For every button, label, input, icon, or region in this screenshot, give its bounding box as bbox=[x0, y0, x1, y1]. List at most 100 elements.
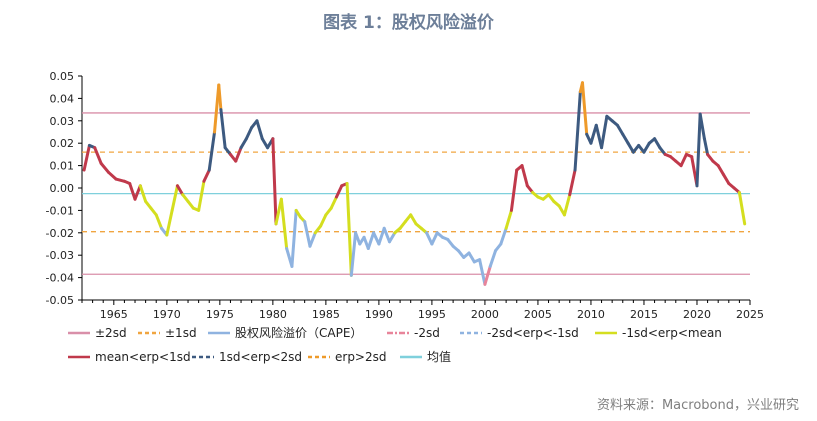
x-tick-label: 2015 bbox=[630, 308, 658, 321]
legend-label: ±2sd bbox=[95, 326, 127, 340]
segment-1sd-2sd bbox=[695, 112, 702, 188]
segment-m2sd-m1sd bbox=[478, 258, 487, 286]
segment-1sd-2sd bbox=[239, 137, 248, 150]
legend-label: 股权风险溢价（CAPE） bbox=[235, 325, 362, 340]
segment-mean-1sd bbox=[509, 168, 519, 212]
legend: ±2sd ±1sd 股权风险溢价（CAPE） -2sd -2sd<erp<-1sd -1s… bbox=[68, 325, 722, 364]
segment-mean-1sd bbox=[520, 164, 529, 188]
segment-1sd-2sd bbox=[219, 108, 227, 150]
segment-m1sd-mean bbox=[737, 190, 747, 226]
y-tick-label: -0.02 bbox=[46, 227, 74, 240]
segment-m1sd-mean bbox=[154, 213, 164, 230]
y-tick-label: 0.04 bbox=[50, 92, 75, 105]
y-tick-label: 0.01 bbox=[50, 160, 75, 173]
segment-m2sd-m1sd bbox=[488, 249, 498, 268]
segment-m1sd-mean bbox=[504, 208, 513, 230]
segment-m2sd-m1sd bbox=[303, 220, 312, 248]
segment-1sd-2sd bbox=[244, 126, 254, 141]
x-tick-label: 1990 bbox=[365, 308, 393, 321]
segment-mean-1sd bbox=[679, 152, 688, 168]
segment-above-2sd bbox=[217, 83, 223, 112]
series-layer bbox=[82, 81, 747, 286]
segment-m2sd-m1sd bbox=[377, 226, 386, 246]
segment-m2sd-m1sd bbox=[467, 251, 476, 264]
y-tick-label: -0.04 bbox=[46, 272, 74, 285]
segment-mean-1sd bbox=[107, 170, 118, 181]
x-tick-label: 1980 bbox=[259, 308, 287, 321]
segment-mean-1sd bbox=[334, 184, 344, 199]
segment-mean-1sd bbox=[721, 173, 731, 186]
legend-label: ±1sd bbox=[165, 326, 197, 340]
y-tick-label: -0.03 bbox=[46, 249, 74, 262]
segment-above-2sd bbox=[580, 81, 589, 136]
x-tick-label: 2005 bbox=[524, 308, 552, 321]
segment-mean-1sd bbox=[175, 184, 185, 197]
segment-m2sd-m1sd bbox=[425, 231, 434, 246]
x-tick-label: 1975 bbox=[206, 308, 234, 321]
segment-m2sd-m1sd bbox=[308, 231, 317, 248]
y-tick-label: 0.02 bbox=[50, 137, 75, 150]
legend-label: -1sd<erp<mean bbox=[622, 326, 722, 340]
legend-label: -2sd bbox=[414, 326, 440, 340]
segment-m1sd-mean bbox=[165, 208, 174, 237]
segment-1sd-2sd bbox=[600, 114, 609, 150]
legend-label: 均值 bbox=[427, 349, 451, 364]
segment-m2sd-m1sd bbox=[366, 231, 376, 250]
segment-below-2sd bbox=[483, 264, 492, 286]
segment-1sd-2sd bbox=[255, 119, 264, 141]
segment-m1sd-mean bbox=[279, 197, 289, 250]
segment-m1sd-mean bbox=[562, 193, 572, 217]
chart-title: 图表 1：股权风险溢价 bbox=[323, 13, 494, 33]
segment-1sd-2sd bbox=[260, 137, 270, 150]
segment-m1sd-mean bbox=[138, 184, 148, 203]
x-tick-label: 2000 bbox=[471, 308, 499, 321]
segment-mean-1sd bbox=[82, 143, 91, 172]
reference-lines bbox=[82, 112, 750, 275]
y-tick-label: -0.01 bbox=[46, 204, 74, 217]
segment-1sd-2sd bbox=[698, 112, 706, 141]
segment-mean-1sd bbox=[133, 184, 142, 201]
segment-mean-1sd bbox=[128, 182, 137, 201]
segment-mean-1sd bbox=[202, 168, 211, 183]
y-tick-label: 0.00 bbox=[50, 182, 75, 195]
segment-m1sd-mean bbox=[197, 179, 206, 212]
x-tick-label: 2025 bbox=[736, 308, 764, 321]
axes: 0.05 0.04 0.03 0.02 0.01 0.00 -0.01 -0.02 -0.03 -… bbox=[46, 70, 764, 321]
x-tick-label: 1970 bbox=[153, 308, 181, 321]
y-tick-label: 0.05 bbox=[50, 70, 75, 83]
segment-mean-1sd bbox=[93, 146, 103, 165]
segment-1sd-2sd bbox=[207, 130, 217, 172]
segment-m2sd-m1sd bbox=[349, 231, 358, 277]
legend-label: 1sd<erp<2sd bbox=[219, 350, 302, 364]
segment-m2sd-m1sd bbox=[430, 231, 439, 246]
x-tick-label: 1995 bbox=[418, 308, 446, 321]
x-tick-label: 1985 bbox=[312, 308, 340, 321]
segment-m1sd-mean bbox=[345, 182, 353, 277]
y-tick-label: -0.05 bbox=[46, 294, 74, 307]
legend-label: -2sd<erp<-1sd bbox=[487, 326, 579, 340]
legend-label: erp>2sd bbox=[335, 350, 387, 364]
segment-mean-1sd bbox=[234, 146, 243, 163]
segment-m2sd-m1sd bbox=[387, 231, 397, 244]
segment-1sd-2sd bbox=[642, 141, 651, 154]
segment-m1sd-mean bbox=[170, 184, 179, 212]
segment-m2sd-m1sd bbox=[499, 226, 508, 246]
x-tick-label: 1965 bbox=[100, 308, 128, 321]
segment-m1sd-mean bbox=[409, 213, 418, 226]
segment-m1sd-mean bbox=[319, 213, 328, 228]
segment-1sd-2sd bbox=[626, 141, 635, 154]
source-note: 资料来源：Macrobond，兴业研究 bbox=[596, 398, 799, 413]
segment-1sd-2sd bbox=[702, 137, 710, 156]
segment-mean-1sd bbox=[99, 161, 111, 174]
segment-1sd-2sd bbox=[573, 90, 582, 172]
segment-mean-1sd bbox=[716, 164, 725, 177]
segment-m1sd-mean bbox=[329, 195, 338, 210]
legend-label: mean<erp<1sd bbox=[95, 350, 191, 364]
segment-mean-1sd bbox=[568, 168, 577, 197]
y-tick-label: 0.03 bbox=[50, 115, 75, 128]
x-tick-label: 2020 bbox=[683, 308, 711, 321]
segment-1sd-2sd bbox=[589, 123, 598, 145]
segment-mean-1sd bbox=[271, 137, 278, 226]
segment-m2sd-m1sd bbox=[382, 226, 391, 244]
